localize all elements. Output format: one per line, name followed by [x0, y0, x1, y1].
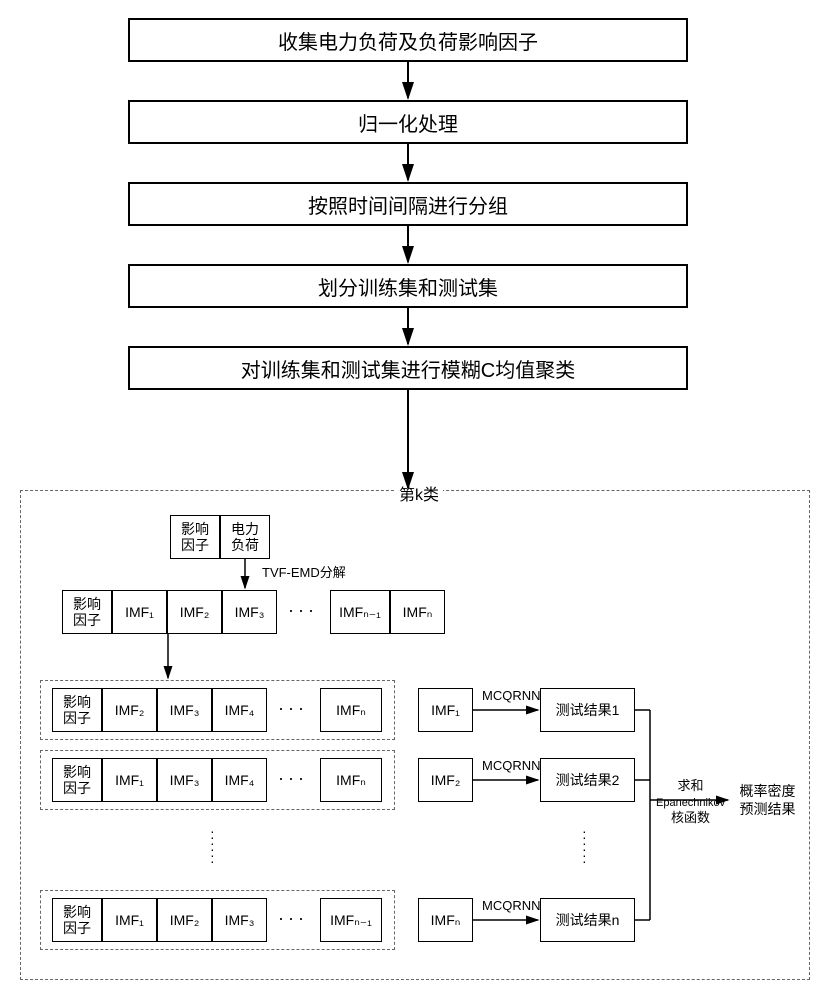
row1-imf2: IMF₂	[167, 590, 222, 634]
s3-c1: IMF₁	[102, 898, 157, 942]
flow-step-4: 划分训练集和测试集	[128, 264, 688, 308]
s1-dots: ···	[278, 698, 308, 719]
flow-step-3-text: 按照时间间隔进行分组	[308, 190, 508, 219]
r1-mcqrnn: MCQRNN	[478, 688, 545, 703]
s2-c1: IMF₁	[102, 758, 157, 802]
flow-step-5: 对训练集和测试集进行模糊C均值聚类	[128, 346, 688, 390]
r3-result: 测试结果n	[540, 898, 635, 942]
row1-factor: 影响 因子	[62, 590, 112, 634]
r2-mcqrnn: MCQRNN	[478, 758, 545, 773]
s3-dots: ···	[278, 908, 308, 929]
s3-factor: 影响 因子	[52, 898, 102, 942]
stack-vdots: ······	[210, 828, 215, 864]
row1-imf3: IMF₃	[222, 590, 277, 634]
flow-step-4-text: 划分训练集和测试集	[318, 272, 498, 301]
row1-imf1: IMF₁	[112, 590, 167, 634]
row1-dots: ···	[288, 600, 318, 621]
flow-step-2: 归一化处理	[128, 100, 688, 144]
r3-mcqrnn: MCQRNN	[478, 898, 545, 913]
decomp-label: TVF-EMD分解	[258, 562, 350, 581]
s3-c2: IMF₂	[157, 898, 212, 942]
r2-result: 测试结果2	[540, 758, 635, 802]
output-box: 概率密度 预测结果	[730, 782, 805, 818]
s2-tail: IMFₙ	[320, 758, 382, 802]
s3-tail: IMFₙ₋₁	[320, 898, 382, 942]
right-vdots: ······	[582, 828, 587, 864]
row1-imfn1: IMFₙ₋₁	[330, 590, 390, 634]
cluster-title: 第k类	[395, 481, 443, 505]
s2-c2: IMF₃	[157, 758, 212, 802]
flow-step-2-text: 归一化处理	[358, 108, 458, 137]
s1-c2: IMF₃	[157, 688, 212, 732]
flow-step-3: 按照时间间隔进行分组	[128, 182, 688, 226]
s2-dots: ···	[278, 768, 308, 789]
input-load: 电力 负荷	[220, 515, 270, 559]
s1-factor: 影响 因子	[52, 688, 102, 732]
s2-factor: 影响 因子	[52, 758, 102, 802]
s3-c3: IMF₃	[212, 898, 267, 942]
r1-imf: IMF₁	[418, 688, 473, 732]
s2-c3: IMF₄	[212, 758, 267, 802]
sum-label: 求和 Epanechnikov 核函数	[652, 778, 729, 825]
input-factor: 影响 因子	[170, 515, 220, 559]
flow-step-1: 收集电力负荷及负荷影响因子	[128, 18, 688, 62]
row1-imfn: IMFₙ	[390, 590, 445, 634]
s1-c3: IMF₄	[212, 688, 267, 732]
r1-result: 测试结果1	[540, 688, 635, 732]
r2-imf: IMF₂	[418, 758, 473, 802]
flow-step-5-text: 对训练集和测试集进行模糊C均值聚类	[241, 354, 575, 383]
s1-tail: IMFₙ	[320, 688, 382, 732]
r3-imf: IMFₙ	[418, 898, 473, 942]
flow-step-1-text: 收集电力负荷及负荷影响因子	[278, 26, 538, 55]
s1-c1: IMF₂	[102, 688, 157, 732]
